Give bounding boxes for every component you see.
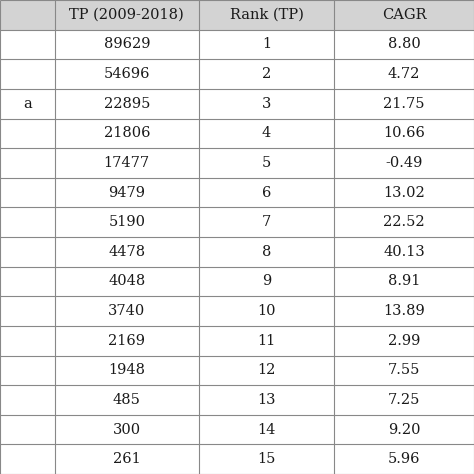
Text: 8.91: 8.91 [388, 274, 420, 289]
Text: 1: 1 [262, 37, 271, 52]
Text: 15: 15 [257, 452, 276, 466]
Text: 10.66: 10.66 [383, 126, 425, 140]
Text: 3740: 3740 [108, 304, 146, 318]
Text: 2: 2 [262, 67, 271, 81]
Text: 7: 7 [262, 215, 271, 229]
Text: 5.96: 5.96 [388, 452, 420, 466]
Text: 261: 261 [113, 452, 141, 466]
Text: 13: 13 [257, 393, 276, 407]
Text: 40.13: 40.13 [383, 245, 425, 259]
Text: 21806: 21806 [103, 126, 150, 140]
Text: 89629: 89629 [103, 37, 150, 52]
Text: 8.80: 8.80 [388, 37, 420, 52]
Text: -0.49: -0.49 [385, 156, 423, 170]
Bar [0, 356, 474, 385]
Bar [0, 178, 474, 208]
Text: 13.02: 13.02 [383, 185, 425, 200]
Text: 17477: 17477 [104, 156, 150, 170]
Text: TP (2009-2018): TP (2009-2018) [69, 8, 184, 22]
Bar [0, 266, 474, 296]
Text: 4: 4 [262, 126, 271, 140]
Text: 3: 3 [262, 97, 271, 111]
Text: 5190: 5190 [108, 215, 146, 229]
Text: 9.20: 9.20 [388, 422, 420, 437]
Bar [0, 237, 474, 266]
Text: 12: 12 [257, 363, 276, 377]
Bar [0, 326, 474, 356]
Text: 54696: 54696 [103, 67, 150, 81]
Text: 300: 300 [113, 422, 141, 437]
Bar [0, 296, 474, 326]
Bar [0, 148, 474, 178]
Text: 13.89: 13.89 [383, 304, 425, 318]
Text: 2169: 2169 [108, 334, 146, 348]
Text: Rank (TP): Rank (TP) [230, 8, 303, 22]
Bar [0, 118, 474, 148]
Text: 485: 485 [113, 393, 141, 407]
Text: 7.25: 7.25 [388, 393, 420, 407]
Text: 9479: 9479 [108, 185, 146, 200]
Text: 7.55: 7.55 [388, 363, 420, 377]
Text: 14: 14 [257, 422, 276, 437]
Bar [0, 208, 474, 237]
Text: 8: 8 [262, 245, 271, 259]
Text: 2.99: 2.99 [388, 334, 420, 348]
Bar [0, 415, 474, 445]
Text: 22895: 22895 [104, 97, 150, 111]
Text: 10: 10 [257, 304, 276, 318]
Text: 22.52: 22.52 [383, 215, 425, 229]
Text: 11: 11 [257, 334, 276, 348]
Bar [0, 385, 474, 415]
Text: CAGR: CAGR [382, 8, 426, 22]
Text: 4048: 4048 [108, 274, 146, 289]
Bar [0, 445, 474, 474]
Text: 5: 5 [262, 156, 271, 170]
Text: a: a [23, 97, 32, 111]
Text: 9: 9 [262, 274, 271, 289]
Text: 6: 6 [262, 185, 271, 200]
Text: 4.72: 4.72 [388, 67, 420, 81]
Bar [0, 0, 474, 30]
Text: 1948: 1948 [108, 363, 146, 377]
Bar [0, 89, 474, 118]
Text: 4478: 4478 [108, 245, 146, 259]
Text: 21.75: 21.75 [383, 97, 425, 111]
Bar [0, 59, 474, 89]
Bar [0, 30, 474, 59]
